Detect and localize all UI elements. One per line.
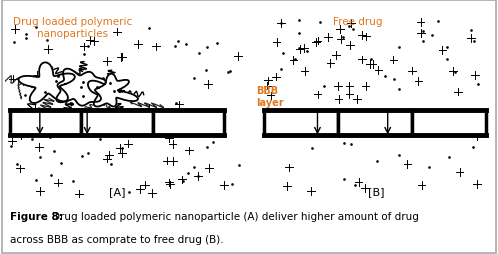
- Polygon shape: [18, 63, 75, 104]
- Text: Drug loaded polymeric
nanoparticles: Drug loaded polymeric nanoparticles: [12, 17, 132, 39]
- Text: [B]: [B]: [368, 186, 384, 196]
- Text: Free drug: Free drug: [333, 17, 382, 27]
- Text: Figure 8:: Figure 8:: [10, 211, 66, 221]
- Bar: [338, 110, 412, 136]
- Polygon shape: [56, 69, 106, 106]
- Text: across BBB as comprate to free drug (B).: across BBB as comprate to free drug (B).: [10, 234, 224, 244]
- Bar: [263, 110, 338, 136]
- Text: Drug loaded polymeric nanoparticle (A) deliver higher amount of drug: Drug loaded polymeric nanoparticle (A) d…: [52, 211, 419, 221]
- Text: [A]: [A]: [109, 186, 125, 196]
- Bar: [10, 110, 81, 136]
- Text: BBB
layer: BBB layer: [256, 86, 284, 107]
- Bar: [153, 110, 224, 136]
- Bar: [412, 110, 486, 136]
- Bar: [81, 110, 153, 136]
- Polygon shape: [88, 74, 138, 107]
